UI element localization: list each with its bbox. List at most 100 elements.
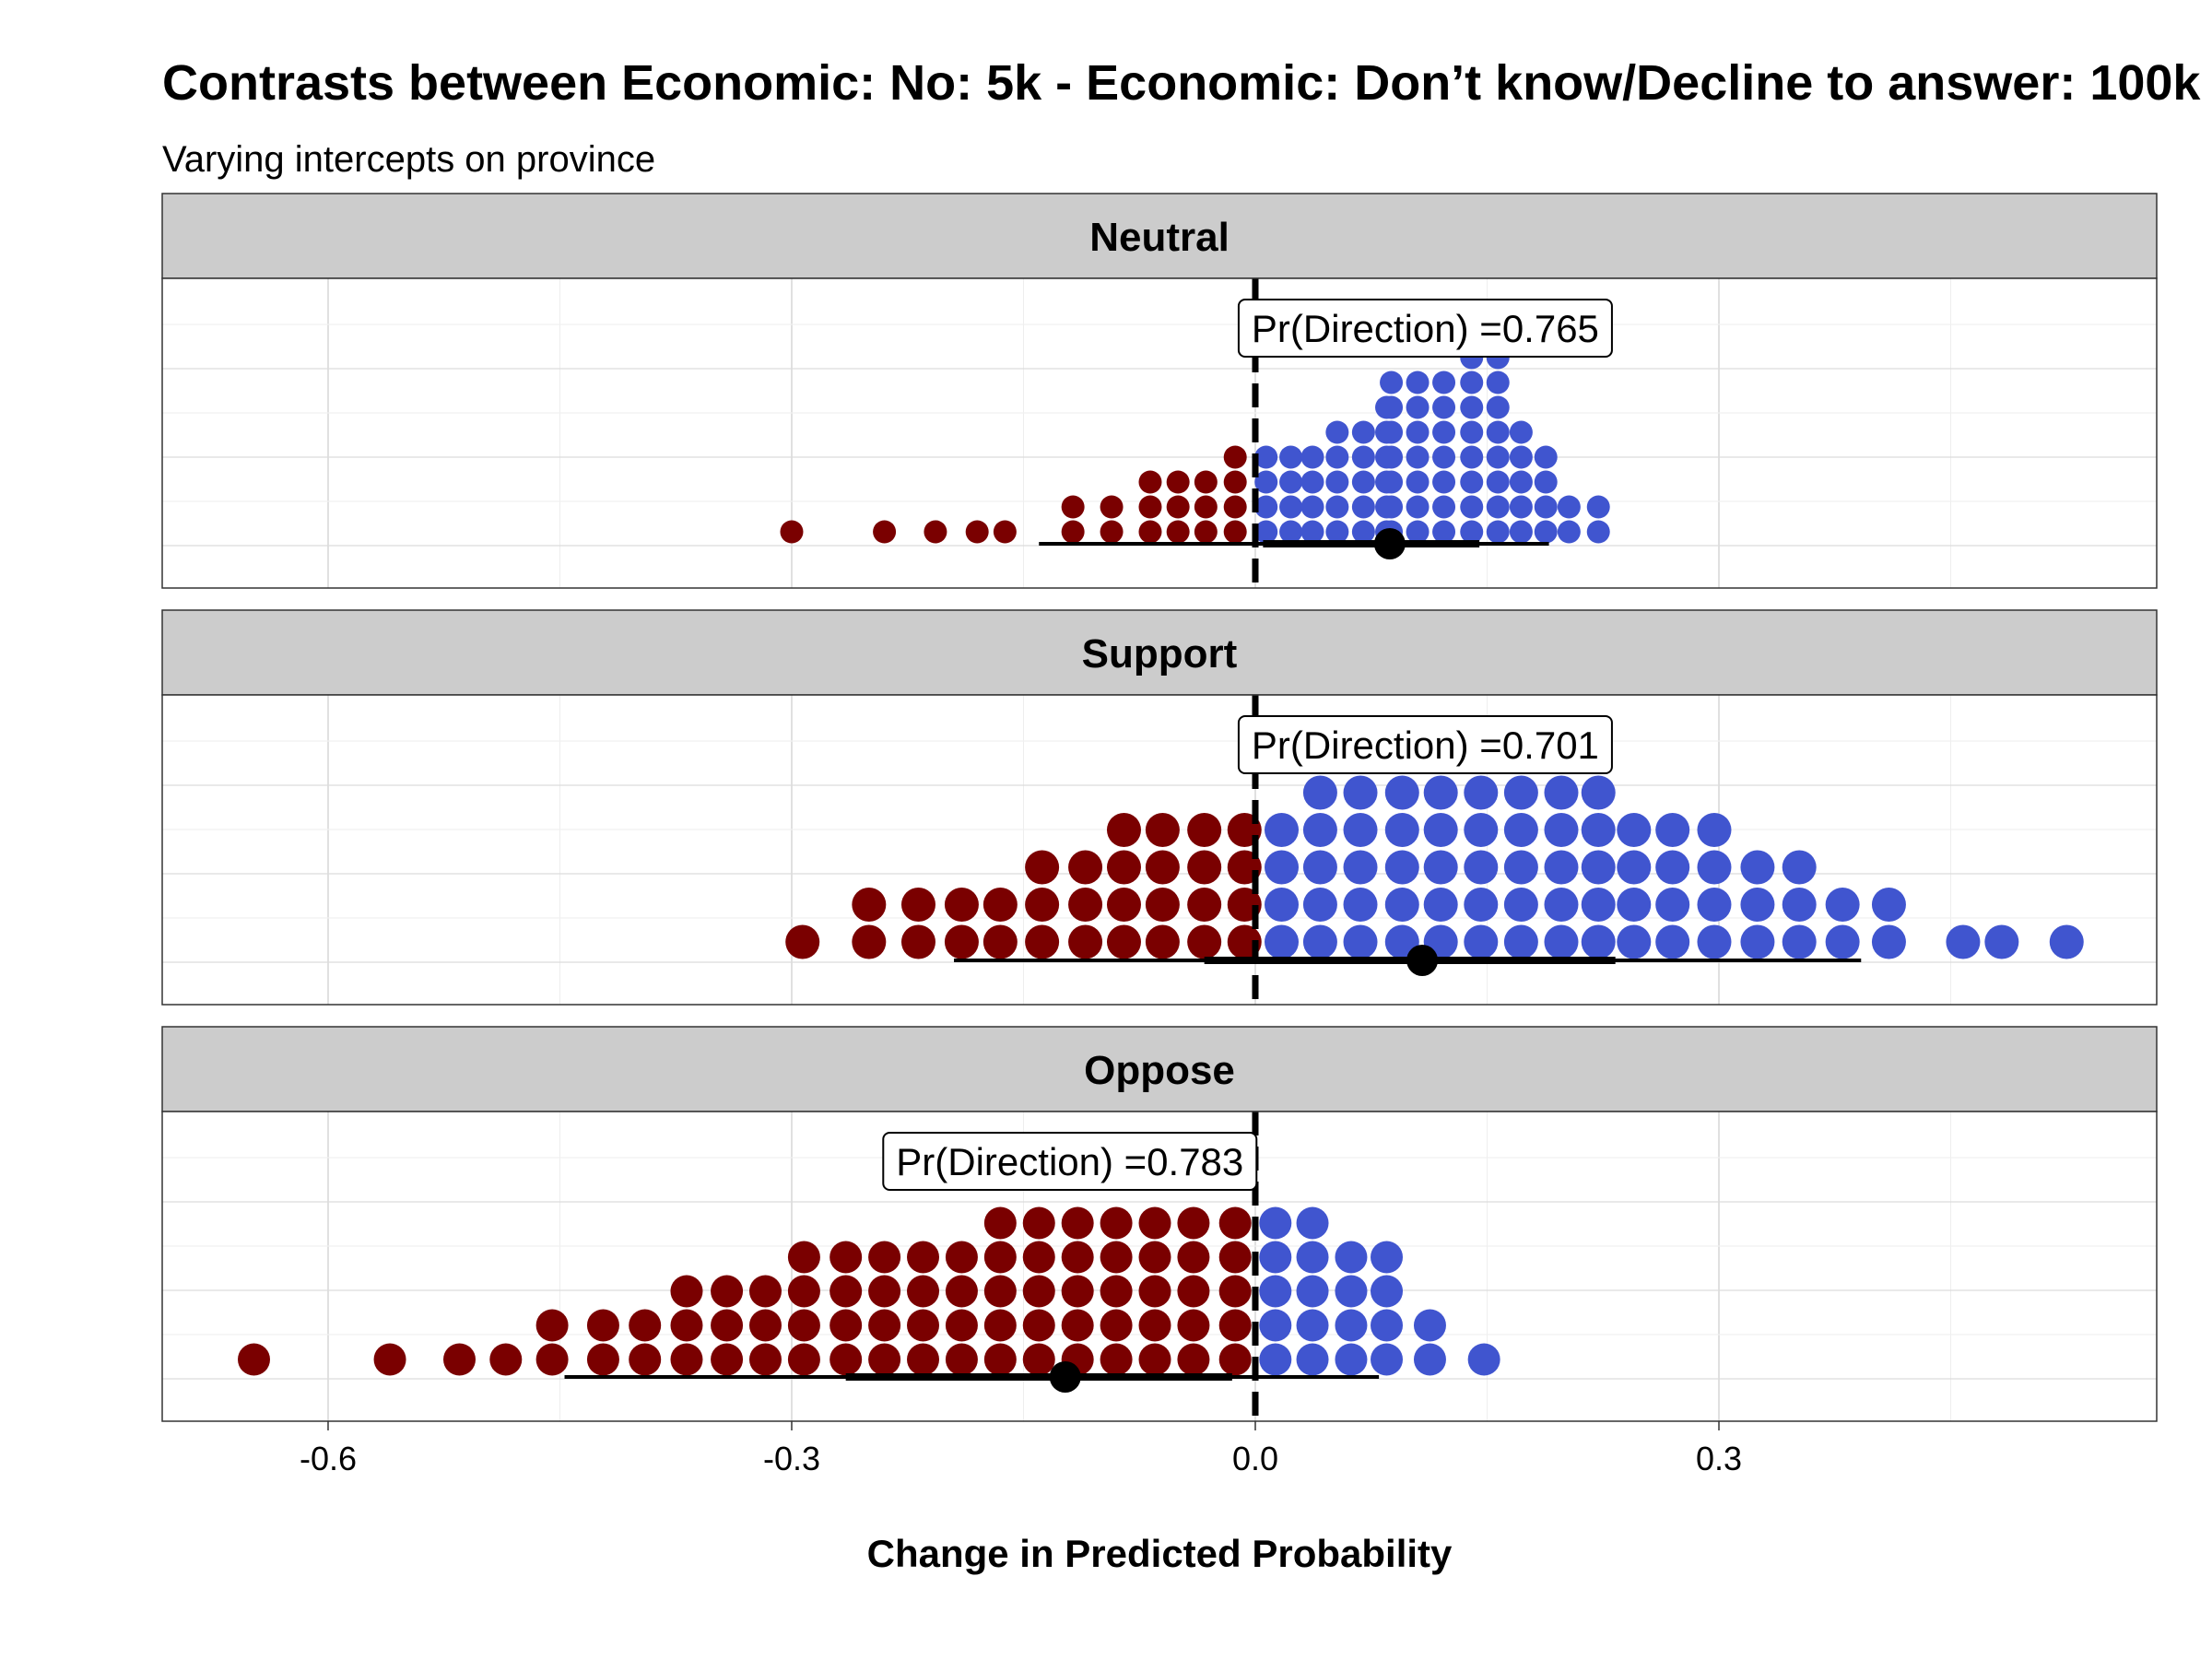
dot bbox=[1486, 395, 1510, 419]
dot bbox=[1460, 520, 1484, 544]
dot bbox=[1384, 813, 1419, 847]
dot bbox=[1068, 888, 1103, 922]
dot bbox=[1194, 520, 1218, 544]
facet-support: Support Pr(Direction) =0.701 bbox=[161, 609, 2158, 1006]
dot bbox=[1423, 813, 1458, 847]
dot bbox=[965, 520, 989, 544]
dot bbox=[1486, 520, 1510, 544]
dot bbox=[1223, 470, 1247, 494]
dot bbox=[1100, 1309, 1133, 1342]
dot bbox=[1534, 445, 1558, 469]
panel-border bbox=[161, 277, 2158, 589]
dot bbox=[1022, 1275, 1055, 1308]
x-tick-label: 0.3 bbox=[1696, 1440, 1742, 1477]
dot bbox=[1406, 470, 1430, 494]
dot bbox=[993, 520, 1017, 544]
dot bbox=[535, 1343, 569, 1376]
dot bbox=[1061, 520, 1085, 544]
dot bbox=[1544, 813, 1579, 847]
dot bbox=[1145, 850, 1180, 885]
dot bbox=[1138, 1343, 1171, 1376]
dot bbox=[1509, 495, 1533, 519]
dot bbox=[1432, 445, 1456, 469]
dot bbox=[1423, 775, 1458, 810]
panel-border bbox=[161, 1111, 2158, 1422]
direction-label: Pr(Direction) =0.765 bbox=[1252, 307, 1599, 350]
facet-strip-label: Neutral bbox=[1089, 215, 1230, 260]
dot bbox=[944, 924, 979, 959]
dot bbox=[1503, 924, 1538, 959]
dot bbox=[1218, 1309, 1252, 1342]
dot bbox=[1343, 888, 1378, 922]
dot bbox=[1177, 1309, 1210, 1342]
dot bbox=[1187, 850, 1222, 885]
dot bbox=[1061, 1309, 1094, 1342]
x-axis-title: Change in Predicted Probability bbox=[867, 1532, 1453, 1575]
dot bbox=[489, 1343, 523, 1376]
direction-label-box bbox=[1237, 299, 1613, 358]
dot bbox=[1384, 850, 1419, 885]
dot bbox=[907, 1275, 940, 1308]
dot bbox=[1432, 495, 1456, 519]
dot bbox=[1581, 888, 1616, 922]
direction-label: Pr(Direction) =0.701 bbox=[1252, 724, 1599, 767]
dot bbox=[1218, 1275, 1252, 1308]
dot bbox=[1138, 1309, 1171, 1342]
dot bbox=[1544, 850, 1579, 885]
dot bbox=[1325, 520, 1349, 544]
dot bbox=[1406, 495, 1430, 519]
facet-strip bbox=[161, 609, 2158, 696]
dot bbox=[1460, 495, 1484, 519]
dot bbox=[1218, 1343, 1252, 1376]
dot bbox=[945, 1275, 978, 1308]
dot bbox=[983, 1309, 1017, 1342]
dot bbox=[586, 1343, 619, 1376]
dot bbox=[1265, 924, 1300, 959]
dot bbox=[1177, 1343, 1210, 1376]
dot bbox=[1384, 888, 1419, 922]
dot bbox=[1557, 495, 1581, 519]
dot bbox=[373, 1343, 406, 1376]
dot bbox=[1503, 888, 1538, 922]
dot bbox=[982, 888, 1018, 922]
dot bbox=[1581, 775, 1616, 810]
dot bbox=[1296, 1206, 1329, 1240]
dot bbox=[1061, 1275, 1094, 1308]
dot bbox=[1825, 924, 1860, 959]
dot bbox=[1138, 520, 1162, 544]
dot bbox=[1467, 1343, 1500, 1376]
dot bbox=[1486, 420, 1510, 444]
dot bbox=[1464, 924, 1499, 959]
dot bbox=[1740, 850, 1775, 885]
dot bbox=[1586, 520, 1610, 544]
point-estimate bbox=[1373, 528, 1406, 559]
dot bbox=[1300, 470, 1324, 494]
dot bbox=[1296, 1309, 1329, 1342]
dot bbox=[944, 888, 979, 922]
dot bbox=[748, 1343, 782, 1376]
dot bbox=[1432, 470, 1456, 494]
dot bbox=[1380, 470, 1404, 494]
dot bbox=[1406, 520, 1430, 544]
dot bbox=[1655, 813, 1690, 847]
dot bbox=[787, 1275, 820, 1308]
dot bbox=[1486, 371, 1510, 394]
dot bbox=[1138, 1275, 1171, 1308]
direction-label-box bbox=[882, 1132, 1258, 1191]
dot bbox=[1302, 888, 1337, 922]
dot bbox=[1343, 775, 1378, 810]
dot bbox=[1254, 495, 1278, 519]
dot bbox=[830, 1343, 863, 1376]
dot bbox=[1061, 1206, 1094, 1240]
dot bbox=[1296, 1275, 1329, 1308]
dot bbox=[1177, 1206, 1210, 1240]
dot bbox=[787, 1309, 820, 1342]
dot bbox=[1655, 850, 1690, 885]
dot bbox=[1464, 813, 1499, 847]
dot bbox=[1371, 1275, 1404, 1308]
direction-label: Pr(Direction) =0.783 bbox=[896, 1140, 1243, 1183]
dot bbox=[1138, 1206, 1171, 1240]
facet-strip bbox=[161, 193, 2158, 279]
dot bbox=[1300, 445, 1324, 469]
